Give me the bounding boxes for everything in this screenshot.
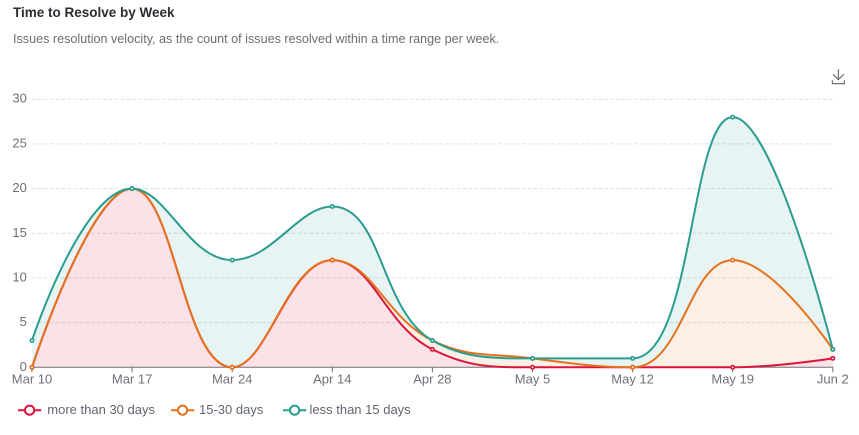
svg-text:5: 5 <box>20 314 27 329</box>
svg-text:Mar 17: Mar 17 <box>112 371 152 386</box>
svg-text:0: 0 <box>20 359 27 374</box>
svg-text:May 19: May 19 <box>711 371 754 386</box>
svg-text:May 5: May 5 <box>515 371 550 386</box>
svg-text:less than 15 days: less than 15 days <box>310 402 412 417</box>
svg-text:Apr 28: Apr 28 <box>413 371 451 386</box>
svg-text:25: 25 <box>12 135 26 150</box>
svg-text:20: 20 <box>12 180 26 195</box>
svg-text:Jun 2: Jun 2 <box>817 371 849 386</box>
svg-text:May 12: May 12 <box>611 371 654 386</box>
svg-text:30: 30 <box>12 91 26 106</box>
svg-text:Apr 14: Apr 14 <box>313 371 351 386</box>
svg-text:10: 10 <box>12 269 26 284</box>
svg-text:Mar 24: Mar 24 <box>212 371 252 386</box>
svg-text:more than 30 days: more than 30 days <box>47 402 155 417</box>
svg-text:15-30 days: 15-30 days <box>199 402 264 417</box>
svg-text:Mar 10: Mar 10 <box>12 371 52 386</box>
svg-text:15: 15 <box>12 225 26 240</box>
